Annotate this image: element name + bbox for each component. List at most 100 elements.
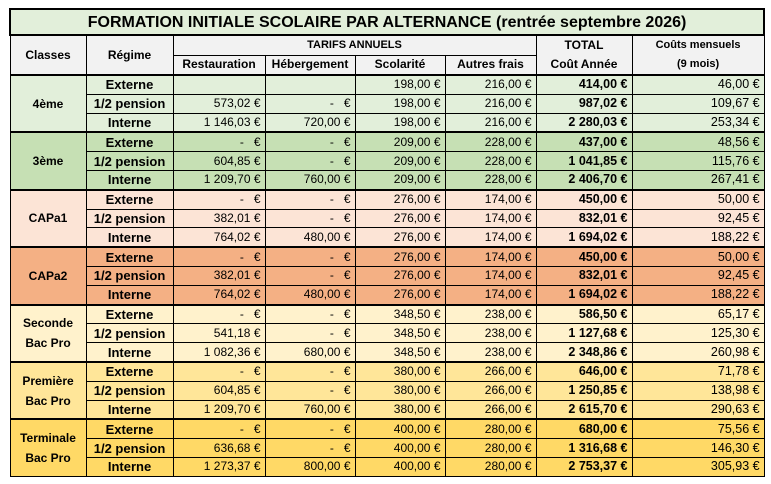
cell-restauration[interactable]: 573,02 € — [172, 93, 266, 114]
cell-hebergement[interactable]: - € — [264, 208, 356, 229]
cell-hebergement[interactable]: 680,00 € — [264, 342, 356, 363]
cell-cout-mensuel[interactable]: 71,78 € — [631, 360, 765, 382]
cell-scolarite[interactable]: 400,00 € — [354, 456, 446, 477]
cell-hebergement[interactable]: 760,00 € — [264, 169, 356, 191]
cell-cout-mensuel[interactable]: 65,17 € — [631, 303, 765, 325]
cell-autres-frais[interactable]: 228,00 € — [444, 169, 537, 191]
cell-autres-frais[interactable]: 216,00 € — [444, 112, 537, 133]
cell-autres-frais[interactable]: 174,00 € — [444, 208, 537, 229]
cell-hebergement[interactable] — [264, 73, 356, 95]
cell-regime[interactable]: Interne — [85, 112, 174, 133]
cell-restauration[interactable]: 382,01 € — [172, 208, 266, 229]
cell-scolarite[interactable]: 276,00 € — [354, 265, 446, 286]
cell-scolarite[interactable]: 198,00 € — [354, 73, 446, 95]
cell-autres-frais[interactable]: 228,00 € — [444, 151, 537, 171]
cell-restauration[interactable]: 541,18 € — [172, 323, 266, 344]
cell-scolarite[interactable]: 276,00 € — [354, 208, 446, 229]
cell-scolarite[interactable]: 400,00 € — [354, 438, 446, 458]
cell-restauration[interactable]: 764,02 € — [172, 284, 266, 306]
cell-autres-frais[interactable]: 266,00 € — [444, 360, 537, 382]
cell-hebergement[interactable]: - € — [264, 303, 356, 325]
cell-total-annee[interactable]: 1 694,02 € — [535, 227, 633, 248]
cell-total-annee[interactable]: 2 280,03 € — [535, 112, 633, 133]
cell-total-annee[interactable]: 1 041,85 € — [535, 151, 633, 171]
cell-cout-mensuel[interactable]: 188,22 € — [631, 284, 765, 306]
cell-restauration[interactable] — [172, 73, 266, 95]
cell-total-annee[interactable]: 414,00 € — [535, 73, 633, 95]
cell-regime[interactable]: Interne — [85, 399, 174, 420]
cell-hebergement[interactable]: - € — [264, 323, 356, 344]
cell-scolarite[interactable]: 348,50 € — [354, 323, 446, 344]
cell-autres-frais[interactable]: 174,00 € — [444, 188, 537, 210]
cell-scolarite[interactable]: 276,00 € — [354, 188, 446, 210]
cell-scolarite[interactable]: 209,00 € — [354, 169, 446, 191]
cell-cout-mensuel[interactable]: 109,67 € — [631, 93, 765, 114]
cell-restauration[interactable]: 1 209,70 € — [172, 169, 266, 191]
cell-regime[interactable]: 1/2 pension — [85, 208, 174, 229]
cell-scolarite[interactable]: 276,00 € — [354, 227, 446, 248]
cell-regime[interactable]: Externe — [85, 131, 174, 153]
cell-regime[interactable]: Interne — [85, 227, 174, 248]
cell-hebergement[interactable]: - € — [264, 188, 356, 210]
cell-autres-frais[interactable]: 216,00 € — [444, 73, 537, 95]
cell-regime[interactable]: Interne — [85, 284, 174, 306]
cell-total-annee[interactable]: 2 615,70 € — [535, 399, 633, 420]
cell-scolarite[interactable]: 380,00 € — [354, 360, 446, 382]
cell-regime[interactable]: Externe — [85, 188, 174, 210]
cell-autres-frais[interactable]: 216,00 € — [444, 93, 537, 114]
cell-cout-mensuel[interactable]: 260,98 € — [631, 342, 765, 363]
cell-autres-frais[interactable]: 228,00 € — [444, 131, 537, 153]
cell-total-annee[interactable]: 450,00 € — [535, 246, 633, 267]
cell-cout-mensuel[interactable]: 146,30 € — [631, 438, 765, 458]
cell-total-annee[interactable]: 1 250,85 € — [535, 380, 633, 401]
cell-restauration[interactable]: - € — [172, 303, 266, 325]
cell-cout-mensuel[interactable]: 267,41 € — [631, 169, 765, 191]
cell-restauration[interactable]: 382,01 € — [172, 265, 266, 286]
cell-autres-frais[interactable]: 238,00 € — [444, 323, 537, 344]
cell-hebergement[interactable]: 800,00 € — [264, 456, 356, 477]
cell-hebergement[interactable]: - € — [264, 93, 356, 114]
cell-cout-mensuel[interactable]: 188,22 € — [631, 227, 765, 248]
cell-restauration[interactable]: - € — [172, 188, 266, 210]
cell-total-annee[interactable]: 586,50 € — [535, 303, 633, 325]
cell-restauration[interactable]: 604,85 € — [172, 380, 266, 401]
cell-scolarite[interactable]: 276,00 € — [354, 284, 446, 306]
cell-restauration[interactable]: 1 273,37 € — [172, 456, 266, 477]
cell-restauration[interactable]: - € — [172, 360, 266, 382]
cell-scolarite[interactable]: 198,00 € — [354, 93, 446, 114]
cell-hebergement[interactable]: - € — [264, 380, 356, 401]
cell-autres-frais[interactable]: 280,00 € — [444, 418, 537, 440]
cell-scolarite[interactable]: 400,00 € — [354, 418, 446, 440]
cell-total-annee[interactable]: 832,01 € — [535, 265, 633, 286]
cell-hebergement[interactable]: 480,00 € — [264, 227, 356, 248]
cell-total-annee[interactable]: 2 406,70 € — [535, 169, 633, 191]
cell-regime[interactable]: Interne — [85, 169, 174, 191]
cell-hebergement[interactable]: 480,00 € — [264, 284, 356, 306]
cell-hebergement[interactable]: - € — [264, 151, 356, 171]
cell-restauration[interactable]: - € — [172, 246, 266, 267]
cell-hebergement[interactable]: - € — [264, 131, 356, 153]
cell-hebergement[interactable]: - € — [264, 265, 356, 286]
cell-scolarite[interactable]: 380,00 € — [354, 399, 446, 420]
cell-regime[interactable]: 1/2 pension — [85, 438, 174, 458]
cell-regime[interactable]: Interne — [85, 342, 174, 363]
cell-total-annee[interactable]: 680,00 € — [535, 418, 633, 440]
cell-restauration[interactable]: - € — [172, 418, 266, 440]
cell-cout-mensuel[interactable]: 253,34 € — [631, 112, 765, 133]
cell-cout-mensuel[interactable]: 50,00 € — [631, 246, 765, 267]
cell-total-annee[interactable]: 1 694,02 € — [535, 284, 633, 306]
cell-cout-mensuel[interactable]: 48,56 € — [631, 131, 765, 153]
cell-scolarite[interactable]: 198,00 € — [354, 112, 446, 133]
cell-autres-frais[interactable]: 238,00 € — [444, 303, 537, 325]
cell-autres-frais[interactable]: 174,00 € — [444, 227, 537, 248]
cell-cout-mensuel[interactable]: 290,63 € — [631, 399, 765, 420]
cell-total-annee[interactable]: 450,00 € — [535, 188, 633, 210]
cell-regime[interactable]: 1/2 pension — [85, 323, 174, 344]
cell-scolarite[interactable]: 276,00 € — [354, 246, 446, 267]
cell-total-annee[interactable]: 987,02 € — [535, 93, 633, 114]
cell-cout-mensuel[interactable]: 115,76 € — [631, 151, 765, 171]
cell-regime[interactable]: Externe — [85, 418, 174, 440]
cell-cout-mensuel[interactable]: 92,45 € — [631, 208, 765, 229]
cell-regime[interactable]: 1/2 pension — [85, 380, 174, 401]
cell-cout-mensuel[interactable]: 46,00 € — [631, 73, 765, 95]
